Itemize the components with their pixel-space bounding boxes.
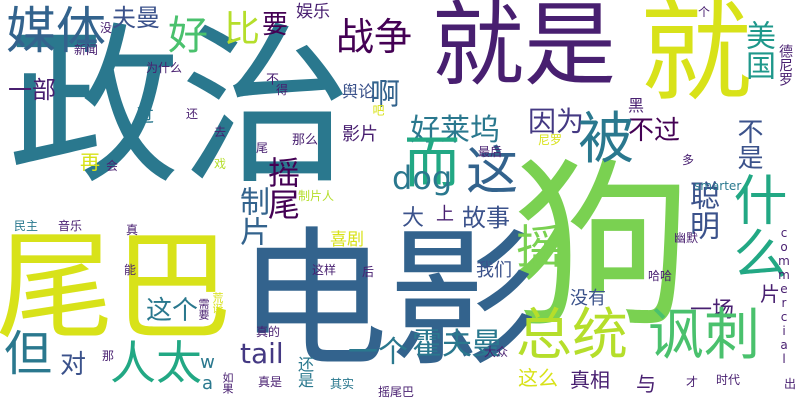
word-ge: 个 bbox=[698, 5, 711, 19]
word-guo: 过 bbox=[136, 106, 154, 127]
word-weishenme: 为什么 bbox=[146, 61, 183, 75]
word-qishi: 其实 bbox=[330, 377, 355, 391]
word-yige: 一个 bbox=[348, 335, 408, 370]
word-shidai: 时代 bbox=[716, 373, 741, 387]
word-chu: 出 bbox=[784, 377, 797, 391]
word-qu: 去 bbox=[214, 125, 227, 139]
word-zheme: 这么 bbox=[518, 366, 558, 390]
word-hei: 黑 bbox=[628, 96, 645, 115]
word-fengci: 讽刺 bbox=[648, 303, 760, 368]
word-haolaiwu: 好莱坞 bbox=[410, 113, 500, 148]
word-hao: 好 bbox=[168, 13, 208, 59]
word-a: 啊 bbox=[364, 78, 399, 108]
word-yaoweiba: 摇尾巴 bbox=[378, 385, 415, 399]
word-dianying: 电影 bbox=[238, 214, 539, 388]
word-xi: 戏 bbox=[214, 157, 227, 171]
word-da: 大 bbox=[402, 206, 425, 231]
word-meiyou: 没有 bbox=[570, 288, 606, 309]
word-haha: 哈哈 bbox=[648, 269, 673, 283]
word-gushi: 故事 bbox=[462, 204, 510, 232]
word-dui: 对 bbox=[60, 350, 87, 380]
word-zhanzheng: 战争 bbox=[336, 15, 413, 59]
word-yibu: 一部 bbox=[8, 76, 56, 104]
word-meiti: 媒体 bbox=[6, 2, 106, 60]
word-ruguo: 如果 bbox=[221, 372, 234, 394]
word-shenme: 什么 bbox=[724, 172, 787, 280]
word-bushi: 不是 bbox=[733, 118, 763, 170]
word-pian: 片 bbox=[760, 282, 780, 306]
word-meiguo: 美国 bbox=[740, 20, 775, 80]
word-haishi: 还是 bbox=[295, 356, 314, 388]
word-bei: 被 bbox=[578, 107, 634, 172]
word-yichang: 一场 bbox=[690, 298, 735, 323]
word-yao: 要 bbox=[262, 10, 289, 40]
word-cai: 才 bbox=[686, 375, 699, 389]
word-zhe: 这 bbox=[466, 142, 519, 202]
word-zhipian: 制片 bbox=[234, 186, 269, 246]
word-hai: 还 bbox=[186, 107, 199, 121]
word-yinwei: 因为 bbox=[528, 105, 585, 138]
word-er: 而 bbox=[404, 131, 460, 196]
word-women: 我们 bbox=[476, 260, 512, 281]
word-zhege: 这个 bbox=[146, 296, 199, 326]
word-hui: 会 bbox=[106, 159, 119, 173]
word-zhipianren: 制片人 bbox=[298, 189, 335, 203]
word-buguo: 不过 bbox=[628, 116, 681, 146]
word-xiju: 喜剧 bbox=[330, 230, 364, 250]
word-jiushi: 就是 bbox=[432, 0, 617, 99]
word-fuman: 夫曼 bbox=[112, 4, 160, 32]
word-yule: 娱乐 bbox=[296, 2, 330, 22]
word-wag: wag bbox=[197, 352, 218, 400]
word-name: 那么 bbox=[292, 133, 319, 148]
word-dog: dog bbox=[392, 159, 453, 197]
word-bi: 比 bbox=[224, 9, 261, 50]
word-neng: 能 bbox=[124, 263, 137, 277]
word-jiu: 就 bbox=[640, 0, 752, 117]
word-huangdan: 荒诞 bbox=[211, 292, 224, 314]
word-yinyue: 音乐 bbox=[58, 219, 83, 233]
word-duo: 多 bbox=[682, 153, 695, 167]
word-zongtong: 总统 bbox=[516, 303, 628, 368]
word-zhenxiang: 真相 bbox=[570, 368, 610, 392]
word-xinwen: 新闻 bbox=[74, 43, 99, 57]
word-deniluo: 德尼罗 bbox=[777, 44, 793, 86]
word-yu: 与 bbox=[636, 372, 656, 396]
word-congming: 聪明 bbox=[684, 180, 719, 240]
word-gou: 狗 bbox=[512, 143, 693, 352]
word-youmo: 幽默 bbox=[674, 231, 699, 245]
word-dan: 但 bbox=[4, 326, 53, 382]
word-zhende: 真的 bbox=[256, 325, 281, 339]
word-zhen: 真 bbox=[126, 223, 139, 237]
word-smarter: smarter bbox=[694, 179, 742, 193]
word-weiba: 尾巴 bbox=[0, 218, 233, 356]
word-tail: tail bbox=[240, 337, 284, 370]
word-ba: 吧 bbox=[371, 104, 385, 116]
word-yaowei: 摇尾 bbox=[263, 156, 301, 220]
word-rentai: 人太 bbox=[110, 336, 202, 390]
word-huofuman: 霍夫曼 bbox=[412, 327, 502, 362]
word-wei: 尾 bbox=[256, 141, 269, 155]
word-zai: 再 bbox=[80, 150, 100, 174]
word-xuyao: 需要 bbox=[197, 298, 210, 320]
word-bu: 不 bbox=[263, 72, 278, 85]
word-yao2: 摇 bbox=[516, 220, 562, 274]
word-mei: 没 bbox=[100, 21, 113, 35]
word-minzhu: 民主 bbox=[14, 219, 39, 233]
word-hou: 后 bbox=[362, 265, 375, 279]
word-dazhong: 大众 bbox=[484, 345, 509, 359]
word-zhengzhi: 政治 bbox=[8, 7, 352, 208]
word-zuihou: 最后 bbox=[478, 145, 503, 159]
word-na: 那 bbox=[102, 349, 115, 363]
word-de: 得 bbox=[276, 83, 289, 97]
word-zhenshi: 真是 bbox=[258, 375, 283, 389]
word-commercial: commercial bbox=[777, 226, 791, 366]
word-shang: 上 bbox=[436, 204, 454, 225]
word-yulun: 舆论 bbox=[342, 82, 375, 101]
word-yingpian: 影片 bbox=[342, 124, 378, 145]
word-niluo: 尼罗 bbox=[538, 133, 563, 147]
word-zheyang: 这样 bbox=[312, 263, 337, 277]
